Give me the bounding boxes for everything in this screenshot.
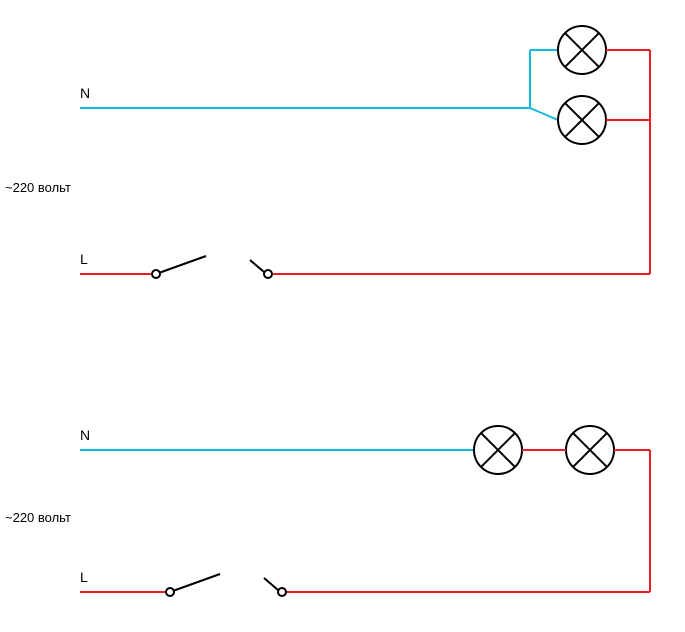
circuit1-neutral-to-lamp2 [530, 108, 558, 120]
circuit2-switch-terminal-right [278, 588, 286, 596]
circuit2-neutral-label: N [80, 427, 90, 443]
circuit2-switch [170, 574, 278, 592]
circuit1-switch-terminal-left [152, 270, 160, 278]
circuit2-switch-terminal-left [166, 588, 174, 596]
circuit1-switch [156, 256, 264, 274]
circuit1-supply-label: ~220 вольт [5, 180, 71, 195]
circuit2-lamp2-icon [566, 426, 614, 474]
circuit1-neutral-label: N [80, 85, 90, 101]
circuit2-supply-label: ~220 вольт [5, 510, 71, 525]
circuit2-live-label: L [80, 569, 88, 585]
circuit1-live-label: L [80, 251, 88, 267]
circuit1-lamp1-icon [558, 26, 606, 74]
circuit1-switch-terminal-right [264, 270, 272, 278]
circuit2-lamp1-icon [474, 426, 522, 474]
circuit1-lamp2-icon [558, 96, 606, 144]
